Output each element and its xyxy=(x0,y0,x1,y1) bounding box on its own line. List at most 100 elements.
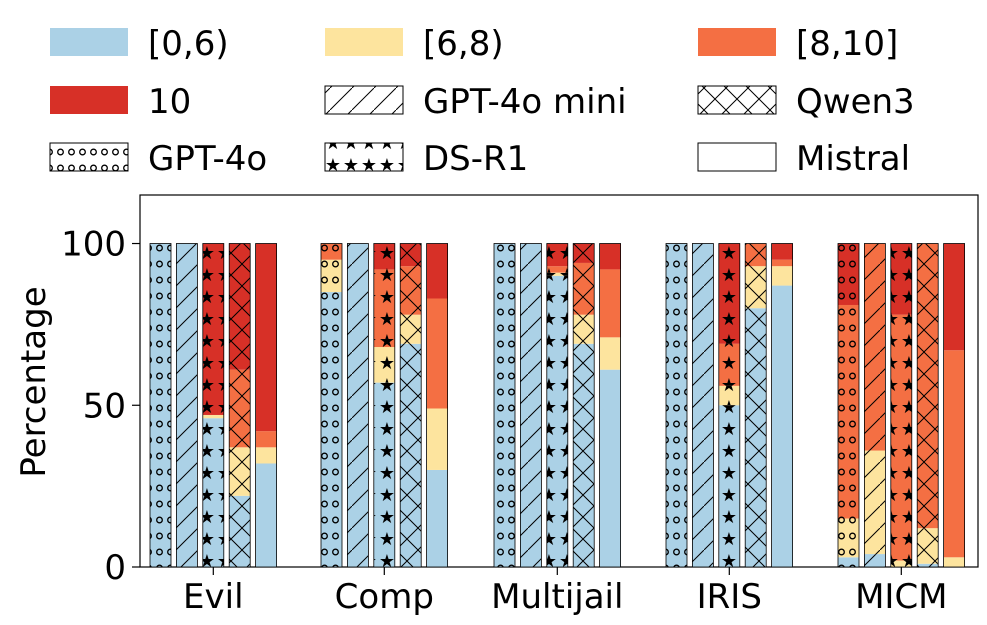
legend-label: 10 xyxy=(148,82,191,122)
bar-segment-comp-qwen3-8-10 xyxy=(400,266,422,315)
bar-segment-iris-mistral-10 xyxy=(771,243,793,260)
bar-segment-pattern xyxy=(229,243,251,370)
bar-segment-pattern xyxy=(229,447,251,496)
bar-segment-multijail-qwen3-10 xyxy=(573,243,595,263)
bar-segment-iris-mistral-6-8 xyxy=(771,266,793,286)
bar-segment-iris-ds-r1-10 xyxy=(718,243,740,344)
legend: [0,6) [6,8) [8,10] 10 GPT-4o mini Qwen3 GPT-4o… xyxy=(49,24,915,179)
bar-segment-multijail-ds-r1-0-6 xyxy=(546,275,568,567)
bar-segment-fill xyxy=(943,243,965,351)
bar-segment-pattern xyxy=(546,275,568,567)
bar-segment-pattern xyxy=(202,243,224,415)
bar-segment-pattern xyxy=(745,243,767,267)
bar-segment-micm-gpt-4o-mini-6-8 xyxy=(864,450,886,555)
bar-outline xyxy=(320,243,343,568)
legend-item-6-8: [6,8) xyxy=(325,24,504,64)
bar-segment-multijail-mistral-8-10 xyxy=(599,269,621,338)
bar-segment-fill xyxy=(943,557,965,567)
bar-segment-fill xyxy=(599,243,621,270)
bar-segment-iris-mistral-0-6 xyxy=(771,285,793,567)
bar-segment-iris-qwen3-0-6 xyxy=(745,308,767,567)
bar-segment-pattern xyxy=(666,243,687,568)
bar-segment-pattern xyxy=(718,243,740,344)
bar-segment-micm-gpt-4o-8-10 xyxy=(838,304,859,519)
bar-segment-comp-gpt-4o-6-8 xyxy=(321,259,342,293)
bar-segment-fill xyxy=(771,243,793,260)
legend-item-10: 10 xyxy=(50,82,191,122)
bar-segment-evil-qwen3-0-6 xyxy=(229,495,251,567)
bar-segment-pattern xyxy=(838,518,859,558)
bar-segment-multijail-gpt-4o-0-6 xyxy=(494,243,515,568)
bar-segment-pattern xyxy=(890,560,912,567)
bar-segment-fill xyxy=(255,447,277,464)
x-tick-label: IRIS xyxy=(697,577,762,617)
bar-segment-pattern xyxy=(373,382,395,567)
bar-segment-pattern xyxy=(400,266,422,315)
x-tick-label: MICM xyxy=(855,577,947,617)
bar-segment-pattern xyxy=(321,259,342,293)
bar-segment-comp-gpt-4o-8-10 xyxy=(321,243,342,260)
bar-segment-micm-mistral-6-8 xyxy=(943,557,965,567)
bar-outline xyxy=(493,243,516,568)
bar-segment-fill xyxy=(599,369,621,567)
bar-segment-comp-mistral-10 xyxy=(426,243,448,299)
y-tick-label: 0 xyxy=(104,548,126,588)
bar-segment-fill xyxy=(426,298,448,409)
legend-label: DS-R1 xyxy=(423,139,528,179)
bar-segment-iris-qwen3-6-8 xyxy=(745,266,767,309)
bar-segment-comp-ds-r1-10 xyxy=(373,243,395,270)
y-axis-label: Percentage xyxy=(14,286,54,477)
bar-segment-multijail-gpt-4o-mini-0-6 xyxy=(520,243,542,568)
legend-swatch-pattern xyxy=(697,85,777,115)
bar-segment-comp-qwen3-10 xyxy=(400,243,422,267)
bar-segment-comp-qwen3-0-6 xyxy=(400,343,422,567)
legend-label: GPT-4o xyxy=(148,139,267,179)
bar-segment-pattern xyxy=(864,243,886,451)
legend-label: [8,10] xyxy=(796,24,898,64)
bar-segment-multijail-mistral-10 xyxy=(599,243,621,270)
x-tick-label: Multijail xyxy=(491,577,623,617)
bar-segment-micm-mistral-10 xyxy=(943,243,965,351)
bar-segment-multijail-ds-r1-8-10 xyxy=(546,266,568,273)
bar-segment-micm-gpt-4o-10 xyxy=(838,243,859,305)
bar-segment-comp-mistral-8-10 xyxy=(426,298,448,409)
bar-outline xyxy=(943,243,965,568)
bar-segment-micm-qwen3-8-10 xyxy=(917,243,939,529)
bar-outline xyxy=(399,243,422,568)
bar-outline xyxy=(837,243,860,568)
bar-segment-pattern xyxy=(745,266,767,309)
bar-segment-multijail-qwen3-8-10 xyxy=(573,262,595,315)
bar-segment-comp-gpt-4o-mini-0-6 xyxy=(347,243,369,568)
bar-segment-pattern xyxy=(321,292,342,567)
legend-item-0-6: [0,6) xyxy=(50,24,229,64)
bar-segment-fill xyxy=(771,285,793,567)
bar-segment-fill xyxy=(426,469,448,567)
bar-segment-iris-gpt-4o-0-6 xyxy=(666,243,687,568)
bar-outline xyxy=(346,243,369,568)
bar-segment-micm-ds-r1-6-8 xyxy=(890,560,912,567)
bar-segment-fill xyxy=(771,259,793,267)
bar-segment-pattern xyxy=(890,314,912,561)
bar-segment-micm-ds-r1-8-10 xyxy=(890,314,912,561)
bar-outline xyxy=(175,243,198,568)
bar-segment-iris-ds-r1-0-6 xyxy=(718,405,740,567)
bar-segment-pattern xyxy=(400,343,422,567)
bar-segment-pattern xyxy=(546,272,568,276)
bar-segment-comp-ds-r1-8-10 xyxy=(373,269,395,348)
bar-segment-fill xyxy=(255,463,277,567)
bar-segment-evil-qwen3-10 xyxy=(229,243,251,370)
bar-segment-evil-ds-r1-0-6 xyxy=(202,418,224,567)
legend-item-gpt-4o-mini: GPT-4o mini xyxy=(324,82,627,122)
bar-segment-evil-qwen3-8-10 xyxy=(229,369,251,448)
bar-segment-pattern xyxy=(917,528,939,564)
bar-segment-micm-gpt-4o-mini-8-10 xyxy=(864,243,886,451)
y-tick-label: 100 xyxy=(61,225,126,265)
bar-segment-fill xyxy=(599,337,621,370)
bar-outline xyxy=(149,243,172,568)
bar-segment-pattern xyxy=(573,243,595,263)
bar-segment-multijail-qwen3-6-8 xyxy=(573,314,595,344)
bar-segment-evil-gpt-4o-mini-0-6 xyxy=(176,243,198,568)
bar-outline xyxy=(255,243,278,568)
bar-group-comp xyxy=(320,243,449,568)
bar-segment-evil-qwen3-6-8 xyxy=(229,447,251,496)
